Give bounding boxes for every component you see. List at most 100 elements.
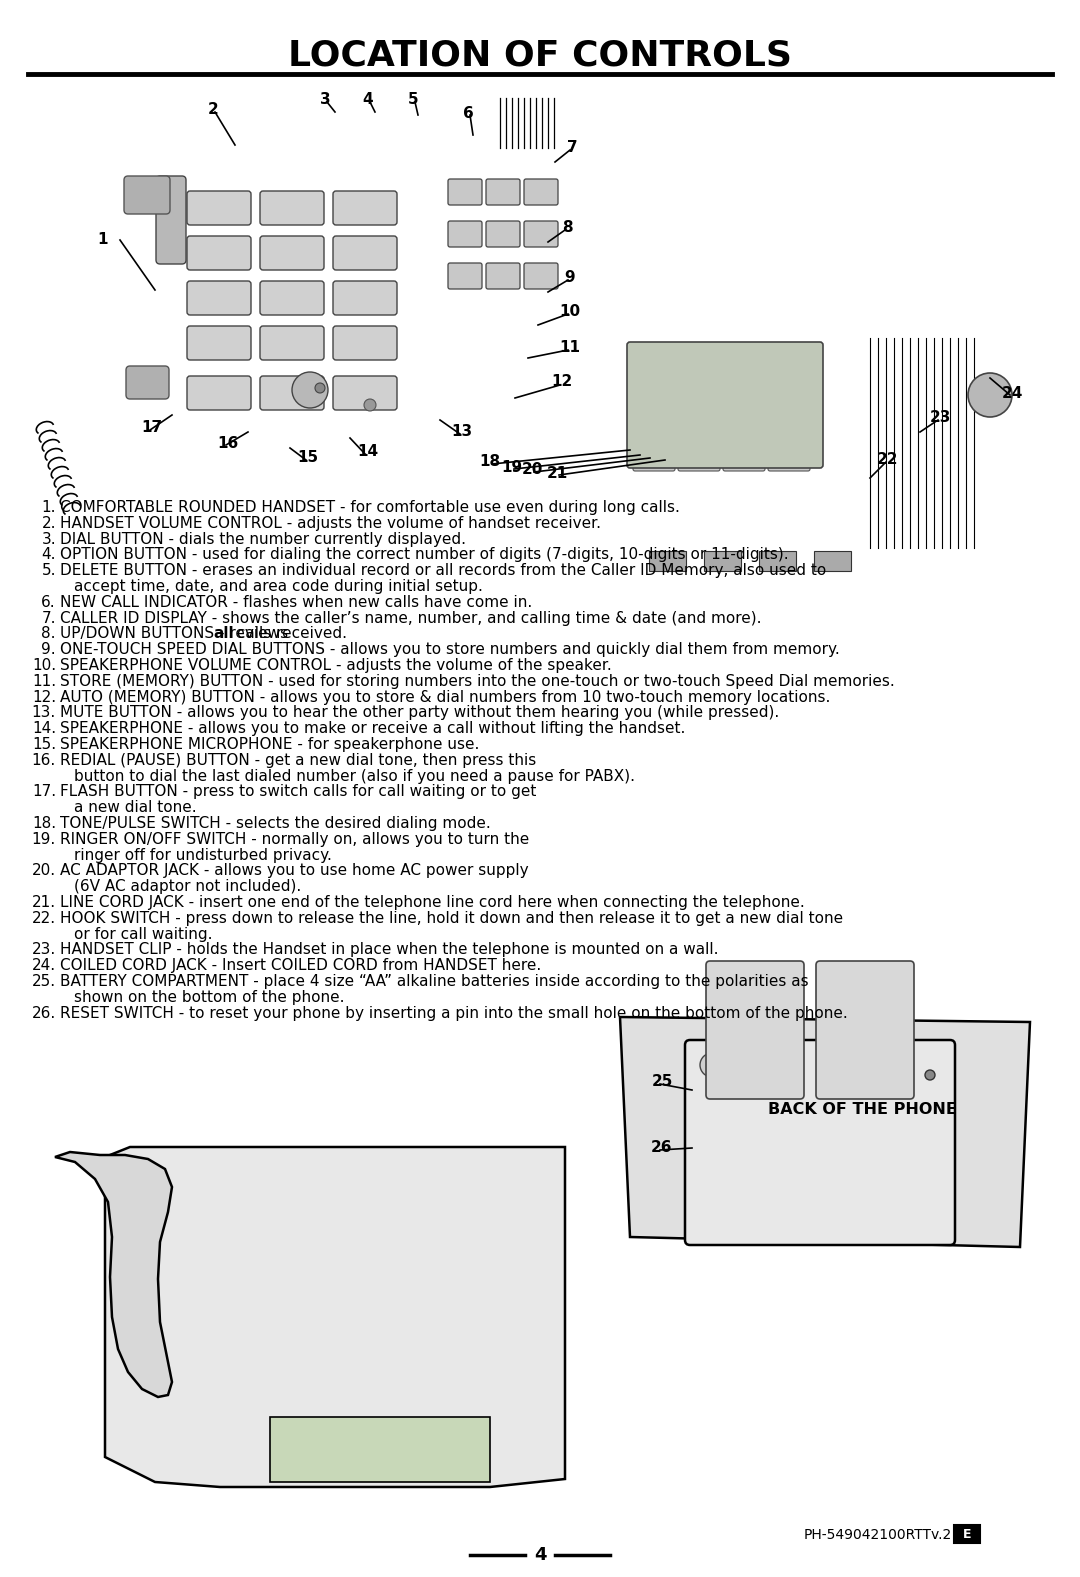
Circle shape — [315, 383, 325, 393]
Text: 16: 16 — [217, 435, 239, 451]
FancyBboxPatch shape — [156, 177, 186, 263]
FancyBboxPatch shape — [333, 237, 397, 270]
Polygon shape — [105, 1146, 565, 1487]
Text: AC ADAPTOR JACK - allows you to use home AC power supply: AC ADAPTOR JACK - allows you to use home… — [60, 863, 528, 878]
Text: 5.: 5. — [41, 563, 56, 579]
Text: 13.: 13. — [31, 705, 56, 721]
Text: 15: 15 — [297, 451, 319, 465]
Text: 11.: 11. — [32, 673, 56, 689]
FancyBboxPatch shape — [627, 342, 823, 468]
Text: 24: 24 — [1001, 385, 1023, 401]
Text: COMFORTABLE ROUNDED HANDSET - for comfortable use even during long calls.: COMFORTABLE ROUNDED HANDSET - for comfor… — [60, 500, 680, 516]
Text: 1: 1 — [98, 232, 108, 248]
FancyBboxPatch shape — [633, 399, 675, 429]
Text: COILED CORD JACK - Insert COILED CORD from HANDSET here.: COILED CORD JACK - Insert COILED CORD fr… — [60, 959, 541, 973]
Text: HANDSET VOLUME CONTROL - adjusts the volume of handset receiver.: HANDSET VOLUME CONTROL - adjusts the vol… — [60, 516, 600, 531]
FancyBboxPatch shape — [486, 221, 519, 248]
Text: 16.: 16. — [31, 752, 56, 768]
Text: 15.: 15. — [32, 736, 56, 752]
FancyBboxPatch shape — [124, 177, 170, 214]
FancyBboxPatch shape — [954, 1525, 980, 1542]
Text: FLASH BUTTON - press to switch calls for call waiting or to get: FLASH BUTTON - press to switch calls for… — [60, 784, 537, 800]
Text: 8.: 8. — [41, 626, 56, 642]
Text: 2.: 2. — [41, 516, 56, 531]
FancyBboxPatch shape — [333, 326, 397, 360]
FancyBboxPatch shape — [260, 281, 324, 315]
Text: 5: 5 — [407, 93, 418, 107]
FancyBboxPatch shape — [187, 326, 251, 360]
Text: SPEAKERPHONE VOLUME CONTROL - adjusts the volume of the speaker.: SPEAKERPHONE VOLUME CONTROL - adjusts th… — [60, 658, 611, 673]
Text: 10: 10 — [559, 304, 581, 320]
Text: 2: 2 — [207, 103, 218, 118]
Text: TONE/PULSE SWITCH - selects the desired dialing mode.: TONE/PULSE SWITCH - selects the desired … — [60, 815, 490, 831]
Text: 23.: 23. — [31, 943, 56, 957]
Text: AUTO (MEMORY) BUTTON - allows you to store & dial numbers from 10 two-touch memo: AUTO (MEMORY) BUTTON - allows you to sto… — [60, 689, 831, 705]
FancyBboxPatch shape — [187, 375, 251, 410]
FancyBboxPatch shape — [633, 356, 675, 386]
Circle shape — [968, 374, 1012, 416]
Text: 26: 26 — [651, 1140, 673, 1156]
Text: 23: 23 — [929, 410, 950, 426]
Text: 21: 21 — [546, 465, 568, 481]
Text: 14: 14 — [357, 445, 379, 459]
Text: 6: 6 — [462, 106, 473, 120]
FancyBboxPatch shape — [448, 180, 482, 205]
FancyBboxPatch shape — [187, 191, 251, 226]
Text: 14.: 14. — [32, 721, 56, 736]
Text: 8: 8 — [562, 221, 572, 235]
Text: 20: 20 — [522, 462, 542, 478]
Text: RINGER ON/OFF SWITCH - normally on, allows you to turn the: RINGER ON/OFF SWITCH - normally on, allo… — [60, 831, 529, 847]
Circle shape — [292, 372, 328, 408]
Text: 12: 12 — [552, 374, 572, 390]
Text: 7.: 7. — [41, 610, 56, 626]
Text: 19.: 19. — [31, 831, 56, 847]
FancyBboxPatch shape — [260, 191, 324, 226]
Text: OPTION BUTTON - used for dialing the correct number of digits (7-digits, 10-digi: OPTION BUTTON - used for dialing the cor… — [60, 547, 788, 563]
FancyBboxPatch shape — [816, 960, 914, 1099]
Text: 4: 4 — [534, 1545, 546, 1564]
Text: 20.: 20. — [32, 863, 56, 878]
FancyBboxPatch shape — [524, 180, 558, 205]
Text: BACK OF THE PHONE: BACK OF THE PHONE — [768, 1102, 957, 1118]
Text: LINE CORD JACK - insert one end of the telephone line cord here when connecting : LINE CORD JACK - insert one end of the t… — [60, 896, 805, 910]
FancyBboxPatch shape — [723, 399, 765, 429]
Text: 4: 4 — [363, 93, 374, 107]
Text: 18: 18 — [480, 454, 500, 470]
Text: 17: 17 — [141, 421, 163, 435]
Text: 9: 9 — [565, 271, 576, 285]
Text: 9.: 9. — [41, 642, 56, 658]
Polygon shape — [270, 1418, 490, 1482]
FancyBboxPatch shape — [333, 375, 397, 410]
Text: or for call waiting.: or for call waiting. — [75, 927, 213, 941]
FancyBboxPatch shape — [260, 326, 324, 360]
Text: NEW CALL INDICATOR - flashes when new calls have come in.: NEW CALL INDICATOR - flashes when new ca… — [60, 595, 532, 610]
FancyBboxPatch shape — [633, 442, 675, 472]
Text: E: E — [962, 1528, 971, 1541]
FancyBboxPatch shape — [678, 442, 720, 472]
Text: DIAL BUTTON - dials the number currently displayed.: DIAL BUTTON - dials the number currently… — [60, 531, 465, 547]
Text: HOOK SWITCH - press down to release the line, hold it down and then release it t: HOOK SWITCH - press down to release the … — [60, 912, 843, 926]
Text: 11: 11 — [559, 341, 581, 355]
FancyBboxPatch shape — [723, 442, 765, 472]
FancyBboxPatch shape — [187, 237, 251, 270]
Text: accept time, date, and area code during initial setup.: accept time, date, and area code during … — [75, 579, 483, 595]
Text: HANDSET CLIP - holds the Handset in place when the telephone is mounted on a wal: HANDSET CLIP - holds the Handset in plac… — [60, 943, 718, 957]
Text: ringer off for undisturbed privacy.: ringer off for undisturbed privacy. — [75, 847, 332, 863]
Text: 13: 13 — [451, 424, 473, 440]
Text: calls received.: calls received. — [231, 626, 347, 642]
FancyBboxPatch shape — [768, 442, 810, 472]
Text: 3.: 3. — [41, 531, 56, 547]
FancyBboxPatch shape — [486, 263, 519, 289]
FancyBboxPatch shape — [685, 1039, 955, 1244]
Text: 12.: 12. — [32, 689, 56, 705]
FancyBboxPatch shape — [649, 550, 686, 571]
FancyBboxPatch shape — [768, 399, 810, 429]
FancyBboxPatch shape — [187, 281, 251, 315]
Text: shown on the bottom of the phone.: shown on the bottom of the phone. — [75, 990, 345, 1005]
Text: CALLER ID DISPLAY - shows the caller’s name, number, and calling time & date (an: CALLER ID DISPLAY - shows the caller’s n… — [60, 610, 761, 626]
Circle shape — [700, 1053, 724, 1077]
FancyBboxPatch shape — [448, 263, 482, 289]
FancyBboxPatch shape — [260, 237, 324, 270]
Circle shape — [924, 1071, 935, 1080]
FancyBboxPatch shape — [260, 375, 324, 410]
